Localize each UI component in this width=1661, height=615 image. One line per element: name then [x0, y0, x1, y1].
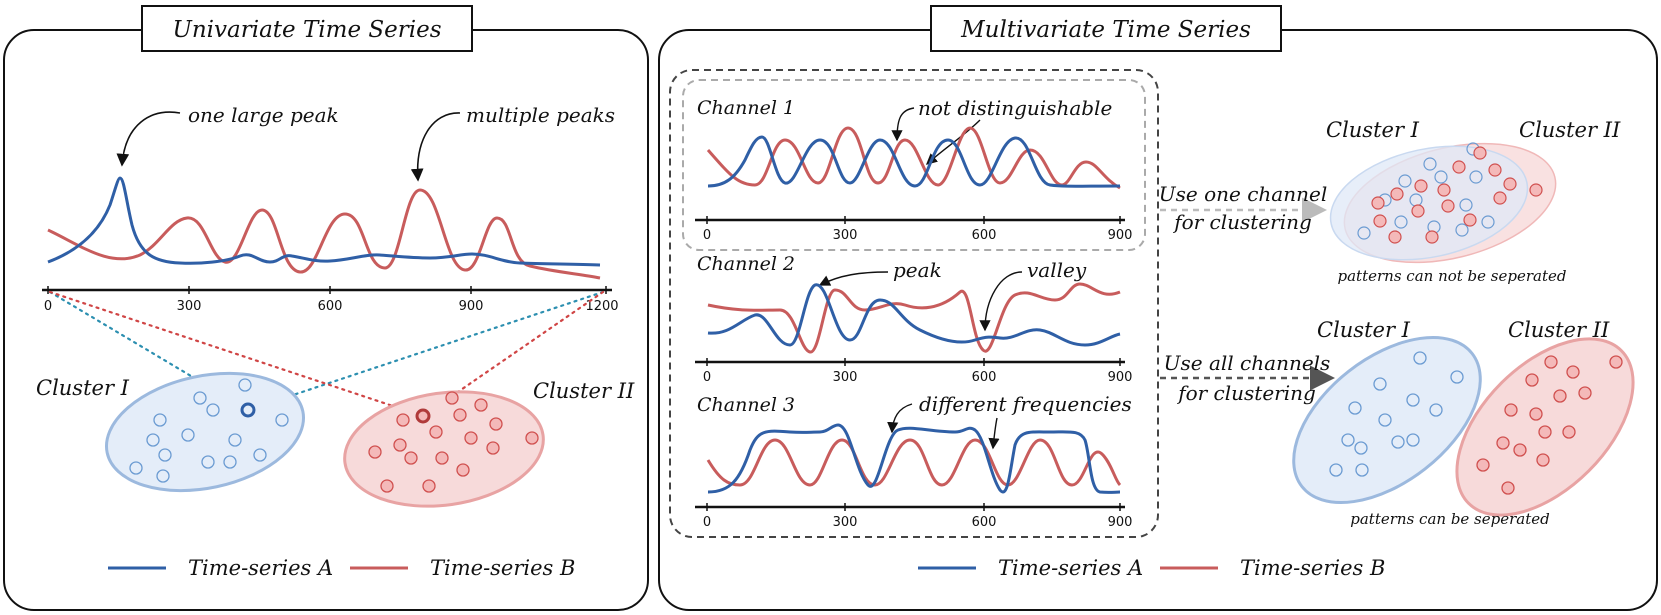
- separated-cluster-1-label: Cluster I: [1317, 318, 1411, 342]
- caption-not-separated: patterns can not be seperated: [1338, 267, 1567, 285]
- right-legend-label-a: Time-series A: [998, 556, 1143, 580]
- channel-2-series-a: [707, 283, 1121, 347]
- channel-3-series-b: [706, 438, 1122, 487]
- channel-2-arrow-peak: [818, 271, 889, 286]
- univariate-cluster-1-dots: [129, 378, 289, 483]
- channel-3-arrow-2: [988, 417, 1000, 450]
- univariate-series-b: [47, 188, 601, 280]
- channel-2-annotation-valley: valley: [1027, 258, 1087, 282]
- univariate-tick-1200: 1200: [585, 299, 618, 314]
- channel-3-label: Channel 3: [697, 394, 795, 416]
- univariate-tick-300: 300: [177, 299, 202, 314]
- overlap-cluster-red-dots: [1371, 146, 1543, 244]
- left-legend-label-b: Time-series B: [430, 556, 575, 580]
- univariate-cluster-1-highlight: [240, 402, 256, 418]
- channel-2-tick-300: 300: [833, 370, 858, 385]
- channel-3-tick-900: 900: [1108, 515, 1133, 530]
- channel-2-tick-0: 0: [703, 370, 711, 385]
- channel-1-highlight-box: [682, 79, 1146, 251]
- channel-3-arrow-1: [887, 403, 913, 434]
- channel-1-tick-900: 900: [1108, 228, 1133, 243]
- channel-1-series-a: [707, 135, 1121, 188]
- arrow-multiple-peaks: [410, 112, 461, 182]
- channel-1-tick-marks: [706, 216, 1121, 224]
- caption-separated: patterns can be seperated: [1350, 510, 1549, 528]
- univariate-tick-marks: [47, 286, 607, 294]
- univariate-cluster-2-dots: [368, 391, 539, 493]
- channel-2-annotation-peak: peak: [893, 258, 942, 282]
- univariate-tick-0: 0: [44, 299, 52, 314]
- channel-1-tick-0: 0: [703, 228, 711, 243]
- arrow-one-large-peak: [116, 111, 181, 167]
- right-legend-label-b: Time-series B: [1240, 556, 1385, 580]
- univariate-cluster-2-highlight: [415, 408, 431, 424]
- channel-1-tick-300: 300: [833, 228, 858, 243]
- channels-container: [669, 69, 1159, 538]
- overlap-cluster-1: [1329, 145, 1529, 261]
- overlap-cluster-1-label: Cluster I: [1326, 118, 1420, 142]
- use-all-channels-label-2: for clustering: [1176, 381, 1316, 405]
- univariate-cluster-1-label: Cluster I: [36, 376, 130, 400]
- overlap-cluster-blue-dots: [1357, 142, 1495, 240]
- channel-2-arrow-valley: [979, 271, 1023, 332]
- channel-1-tick-600: 600: [972, 228, 997, 243]
- channel-1-arrow-1: [891, 107, 915, 142]
- use-one-channel-label-1: Use one channel: [1159, 182, 1327, 206]
- univariate-tick-600: 600: [318, 299, 343, 314]
- channel-3-annotation: different frequencies: [919, 392, 1132, 416]
- channel-1-label: Channel 1: [697, 97, 795, 119]
- channel-2-label: Channel 2: [697, 253, 795, 275]
- left-title-box: [141, 5, 473, 52]
- channel-1-series-b: [706, 126, 1121, 190]
- univariate-cluster-1: [104, 371, 306, 493]
- left-legend-label-a: Time-series A: [188, 556, 333, 580]
- annotation-one-large-peak: one large peak: [188, 103, 339, 127]
- channel-1-annotation: not distinguishable: [918, 96, 1112, 120]
- right-title-box: [930, 5, 1282, 52]
- use-one-channel-label-2: for clustering: [1172, 210, 1312, 234]
- univariate-tick-900: 900: [459, 299, 484, 314]
- channel-3-tick-300: 300: [833, 515, 858, 530]
- separated-cluster-1: [1292, 335, 1482, 505]
- separated-cluster-2-label: Cluster II: [1508, 318, 1610, 342]
- channel-2-tick-marks: [706, 358, 1121, 366]
- univariate-cluster-2-label: Cluster II: [533, 379, 635, 403]
- separated-cluster-2-dots: [1476, 355, 1623, 495]
- annotation-multiple-peaks: multiple peaks: [466, 103, 615, 127]
- channel-3-series-a: [707, 423, 1121, 494]
- left-panel-title: Univariate Time Series: [172, 17, 441, 43]
- channel-3-tick-marks: [706, 503, 1121, 511]
- right-panel-title: Multivariate Time Series: [960, 17, 1251, 43]
- univariate-series-a: [47, 176, 601, 267]
- channel-2-tick-600: 600: [972, 370, 997, 385]
- use-all-channels-label-1: Use all channels: [1164, 351, 1331, 375]
- overlap-cluster-2-label: Cluster II: [1519, 118, 1621, 142]
- channel-3-tick-600: 600: [972, 515, 997, 530]
- channel-3-tick-0: 0: [703, 515, 711, 530]
- separated-cluster-1-dots: [1329, 351, 1464, 477]
- channel-2-series-b: [707, 282, 1121, 354]
- channel-2-tick-900: 900: [1108, 370, 1133, 385]
